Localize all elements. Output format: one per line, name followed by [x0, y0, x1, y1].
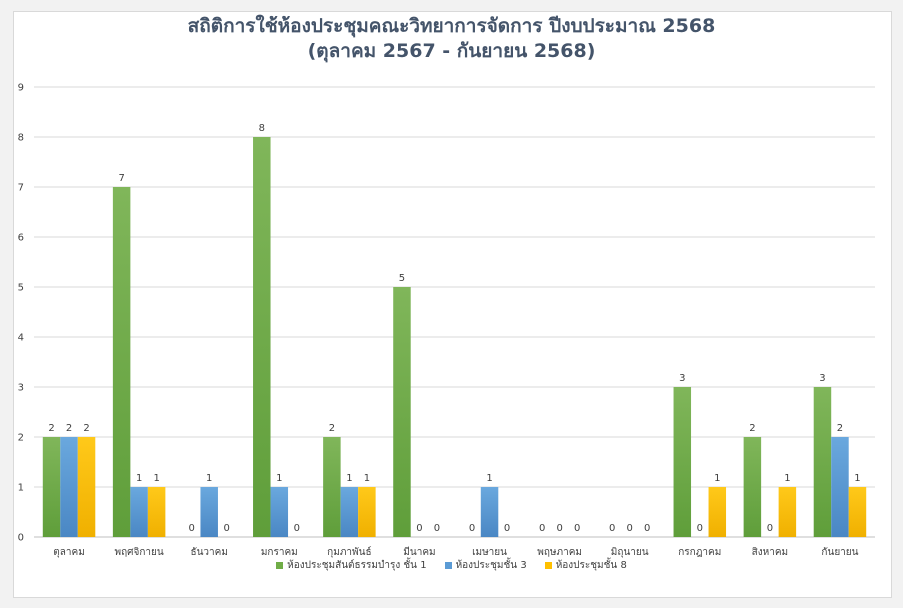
bar: [270, 487, 289, 537]
x-tick-label: กุมภาพันธ์: [327, 546, 371, 558]
y-tick-label: 1: [18, 483, 24, 494]
bar: [112, 187, 131, 537]
data-label: 2: [66, 423, 72, 434]
data-label: 1: [276, 473, 282, 484]
y-tick-label: 7: [18, 183, 24, 194]
bar: [60, 437, 78, 537]
y-tick-label: 9: [18, 83, 24, 94]
legend-label: ห้องประชุมสันต์ธรรมบำรุง ชั้น 1: [287, 560, 427, 571]
data-label: 1: [486, 473, 492, 484]
data-label: 2: [837, 423, 843, 434]
data-label: 0: [224, 523, 230, 534]
data-label: 1: [153, 473, 159, 484]
x-tick-label: เมษายน: [472, 547, 507, 558]
data-label: 0: [556, 523, 562, 534]
legend-item: ห้องประชุมชั้น 3: [444, 558, 527, 573]
data-label: 0: [767, 523, 773, 534]
y-tick-label: 3: [18, 383, 24, 394]
bar: [848, 487, 867, 537]
legend-item: ห้องประชุมชั้น 8: [544, 558, 627, 573]
y-tick-label: 6: [18, 233, 24, 244]
legend-label: ห้องประชุมชั้น 3: [455, 560, 527, 571]
bar: [340, 487, 359, 537]
data-label: 1: [346, 473, 352, 484]
data-label: 3: [679, 373, 685, 384]
legend-swatch: [544, 561, 552, 569]
y-tick-label: 5: [18, 283, 24, 294]
bar: [253, 137, 271, 537]
data-label: 0: [644, 523, 650, 534]
data-label: 0: [416, 523, 422, 534]
data-label: 1: [364, 473, 370, 484]
legend-item: ห้องประชุมสันต์ธรรมบำรุง ชั้น 1: [276, 558, 427, 573]
bar: [778, 487, 797, 537]
x-tick-label: สิงหาคม: [752, 547, 788, 558]
bars: [42, 137, 867, 537]
gridlines: [34, 86, 875, 488]
data-label: 0: [189, 523, 195, 534]
x-tick-label: มีนาคม: [403, 546, 435, 558]
bar: [831, 437, 849, 537]
axes: 0 1 2 3 4 5 6 7 8 9 ตุลาคม พฤศจิกายน ธันวาคม มกราคม กุ…: [18, 83, 875, 558]
data-label: 0: [574, 523, 580, 534]
data-label: 2: [329, 423, 335, 434]
y-tick-label: 8: [18, 133, 24, 144]
bar: [393, 287, 411, 537]
data-label: 0: [469, 523, 475, 534]
data-label: 8: [259, 123, 265, 134]
bar: [673, 387, 692, 537]
data-label: 1: [136, 473, 142, 484]
x-tick-label: มิถุนายน: [611, 547, 649, 558]
bar: [77, 437, 96, 537]
data-label: 1: [854, 473, 860, 484]
legend-swatch: [444, 561, 452, 569]
data-label: 5: [399, 273, 405, 284]
y-tick-label: 0: [18, 533, 24, 544]
bar: [200, 487, 218, 537]
x-tick-label: มกราคม: [261, 547, 298, 558]
bar: [358, 487, 376, 537]
bar: [130, 487, 148, 537]
data-label: 2: [749, 423, 755, 434]
bar: [323, 437, 341, 537]
data-label: 2: [83, 423, 89, 434]
bar: [42, 437, 61, 537]
x-tick-label: ตุลาคม: [53, 547, 85, 558]
chart-title-line-1: สถิติการใช้ห้องประชุมคณะวิทยาการจัดการ ป…: [187, 15, 716, 37]
data-label: 0: [504, 523, 510, 534]
data-label: 1: [714, 473, 720, 484]
bar: [147, 487, 166, 537]
data-label: 0: [539, 523, 545, 534]
chart-title-line-2: (ตุลาคม 2567 - กันยายน 2568): [307, 40, 596, 62]
data-label: 0: [434, 523, 440, 534]
data-label: 1: [784, 473, 790, 484]
bar: [813, 387, 832, 537]
legend: ห้องประชุมสันต์ธรรมบำรุง ชั้น 1 ห้องประชุ…: [0, 558, 903, 573]
data-label: 3: [819, 373, 825, 384]
bar: [743, 437, 762, 537]
legend-label: ห้องประชุมชั้น 8: [555, 560, 627, 571]
data-label: 0: [609, 523, 615, 534]
x-tick-label: กรกฎาคม: [678, 547, 721, 558]
data-label: 7: [118, 173, 124, 184]
bar: [480, 487, 499, 537]
x-tick-label: กันยายน: [821, 547, 858, 558]
x-tick-label: พฤศจิกายน: [115, 547, 164, 558]
data-label: 0: [697, 523, 703, 534]
chart-title: สถิติการใช้ห้องประชุมคณะวิทยาการจัดการ ป…: [0, 14, 903, 64]
data-label: 1: [206, 473, 212, 484]
x-tick-label: พฤษภาคม: [537, 547, 582, 558]
data-label: 2: [48, 423, 54, 434]
x-tick-label: ธันวาคม: [190, 547, 227, 558]
bar: [708, 487, 727, 537]
y-tick-label: 4: [18, 333, 24, 344]
data-label: 0: [627, 523, 633, 534]
data-label: 0: [294, 523, 300, 534]
legend-swatch: [276, 561, 284, 569]
y-tick-label: 2: [18, 433, 24, 444]
